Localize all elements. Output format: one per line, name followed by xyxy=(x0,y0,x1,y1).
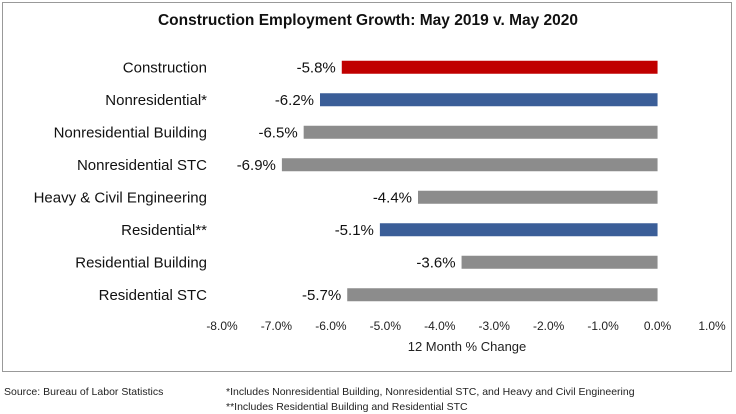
category-label: Residential STC xyxy=(99,287,208,304)
category-label: Nonresidential STC xyxy=(77,157,207,174)
category-label: Residential Building xyxy=(75,254,207,271)
bar xyxy=(461,255,658,269)
x-tick-label: 0.0% xyxy=(644,319,672,333)
source-note: Source: Bureau of Labor Statistics xyxy=(4,386,164,398)
x-tick-label: -1.0% xyxy=(587,319,619,333)
category-label: Heavy & Civil Engineering xyxy=(34,189,207,206)
x-tick-label: 1.0% xyxy=(698,319,726,333)
data-label: -6.9% xyxy=(237,157,276,174)
data-label: -5.8% xyxy=(297,59,336,76)
data-label: -5.7% xyxy=(302,287,341,304)
x-tick-label: -8.0% xyxy=(206,319,238,333)
x-tick-label: -2.0% xyxy=(533,319,565,333)
x-tick-label: -4.0% xyxy=(424,319,456,333)
bar xyxy=(320,93,658,107)
footnote-1: *Includes Nonresidential Building, Nonre… xyxy=(226,386,635,398)
data-label: -3.6% xyxy=(416,254,455,271)
data-label: -4.4% xyxy=(373,189,412,206)
x-tick-label: -7.0% xyxy=(261,319,293,333)
chart-frame xyxy=(2,2,732,372)
x-tick-label: -6.0% xyxy=(315,319,347,333)
bar xyxy=(341,60,658,74)
data-label: -5.1% xyxy=(335,222,374,239)
x-tick-label: -3.0% xyxy=(479,319,511,333)
bar xyxy=(379,223,658,237)
chart-title: Construction Employment Growth: May 2019… xyxy=(157,12,579,29)
bar xyxy=(418,190,658,204)
x-axis-label: 12 Month % Change xyxy=(408,339,527,354)
category-label: Construction xyxy=(123,59,207,76)
bar xyxy=(347,288,658,302)
bar xyxy=(281,158,658,172)
x-tick-label: -5.0% xyxy=(370,319,402,333)
category-label: Nonresidential* xyxy=(105,92,207,109)
data-label: -6.2% xyxy=(275,92,314,109)
category-label: Nonresidential Building xyxy=(54,124,207,141)
footnote-2: **Includes Residential Building and Resi… xyxy=(226,401,468,413)
category-label: Residential** xyxy=(121,222,207,239)
bar xyxy=(303,125,658,139)
data-label: -6.5% xyxy=(258,124,297,141)
